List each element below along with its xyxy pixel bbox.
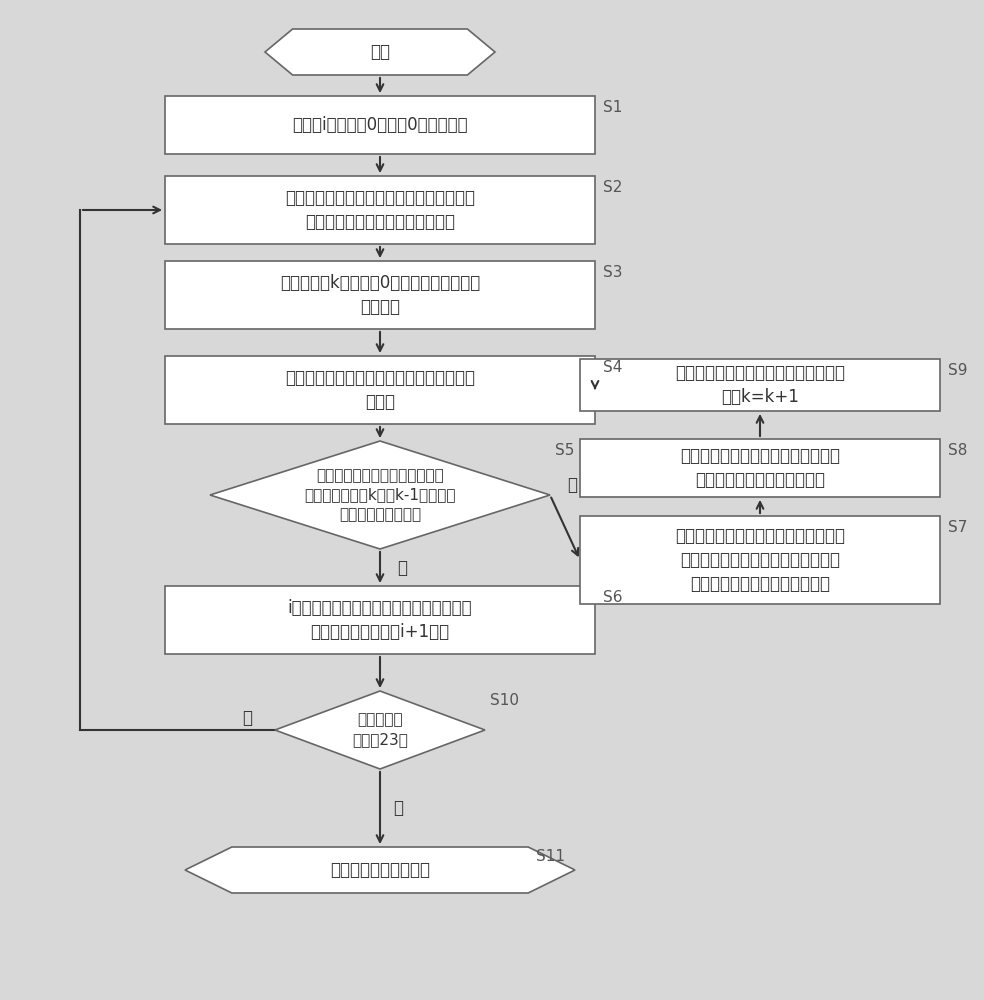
Text: 是: 是 bbox=[393, 799, 403, 817]
Text: 判断时间是
否超过23点: 判断时间是 否超过23点 bbox=[352, 713, 408, 747]
Text: 否: 否 bbox=[242, 709, 252, 727]
FancyBboxPatch shape bbox=[165, 261, 595, 329]
Text: S3: S3 bbox=[603, 265, 623, 280]
Text: S1: S1 bbox=[603, 100, 622, 115]
Text: S4: S4 bbox=[603, 360, 622, 375]
Polygon shape bbox=[275, 691, 485, 769]
Text: S2: S2 bbox=[603, 180, 622, 195]
FancyBboxPatch shape bbox=[580, 516, 940, 604]
Text: 是: 是 bbox=[397, 558, 407, 576]
Text: 否: 否 bbox=[567, 476, 577, 494]
FancyBboxPatch shape bbox=[580, 359, 940, 411]
Text: S6: S6 bbox=[603, 590, 623, 605]
Text: S5: S5 bbox=[555, 443, 575, 458]
Text: 进行交直流潮流计算，计算各节点电压和潮
流分布: 进行交直流潮流计算，计算各节点电压和潮 流分布 bbox=[285, 369, 475, 411]
Text: 系统动态无功优化结束: 系统动态无功优化结束 bbox=[330, 861, 430, 879]
FancyBboxPatch shape bbox=[165, 356, 595, 424]
Text: S7: S7 bbox=[948, 520, 967, 535]
Text: S9: S9 bbox=[948, 363, 967, 378]
Text: 采用内点法求解无功优化线性规划模
型，得到各控制变量的修正量: 采用内点法求解无功优化线性规划模 型，得到各控制变量的修正量 bbox=[680, 447, 840, 489]
Text: 输入系统基本数据、系统运行上下限约束以
及上一时刻直流线路最优送电功率: 输入系统基本数据、系统运行上下限约束以 及上一时刻直流线路最优送电功率 bbox=[285, 189, 475, 231]
Text: 开始: 开始 bbox=[370, 43, 390, 61]
Text: 将迭代次数k初始化为0，并设置线性化最大
步长限制: 将迭代次数k初始化为0，并设置线性化最大 步长限制 bbox=[279, 274, 480, 316]
FancyBboxPatch shape bbox=[165, 176, 595, 244]
Text: 将时间i初始化为0点，以0点作为起始: 将时间i初始化为0点，以0点作为起始 bbox=[292, 116, 467, 134]
Text: 获取网损、状态变量、断面功率和直流
线路功率对控制变量的灵敏度系数矩
阵，建立无功优化线性规划模型: 获取网损、状态变量、断面功率和直流 线路功率对控制变量的灵敏度系数矩 阵，建立无… bbox=[675, 527, 845, 593]
Text: 修正系统变量，得到新的系统运行点，
并置k=k+1: 修正系统变量，得到新的系统运行点， 并置k=k+1 bbox=[675, 364, 845, 406]
Text: i时段的无功优化计算结束，输出本时段优
化计算结果，并进入i+1计算: i时段的无功优化计算结束，输出本时段优 化计算结果，并进入i+1计算 bbox=[287, 599, 472, 641]
Text: S11: S11 bbox=[536, 849, 565, 864]
Text: S10: S10 bbox=[490, 693, 519, 708]
Polygon shape bbox=[210, 441, 550, 549]
FancyBboxPatch shape bbox=[165, 586, 595, 654]
FancyBboxPatch shape bbox=[580, 439, 940, 497]
Text: S8: S8 bbox=[948, 443, 967, 458]
Polygon shape bbox=[265, 29, 495, 75]
Polygon shape bbox=[185, 847, 575, 893]
Text: 收敛性判断，判断系统约束条件
是否满足，且第k次与k-1次网损之
差是否小于收敛精度: 收敛性判断，判断系统约束条件 是否满足，且第k次与k-1次网损之 差是否小于收敛… bbox=[304, 468, 456, 522]
FancyBboxPatch shape bbox=[165, 96, 595, 154]
